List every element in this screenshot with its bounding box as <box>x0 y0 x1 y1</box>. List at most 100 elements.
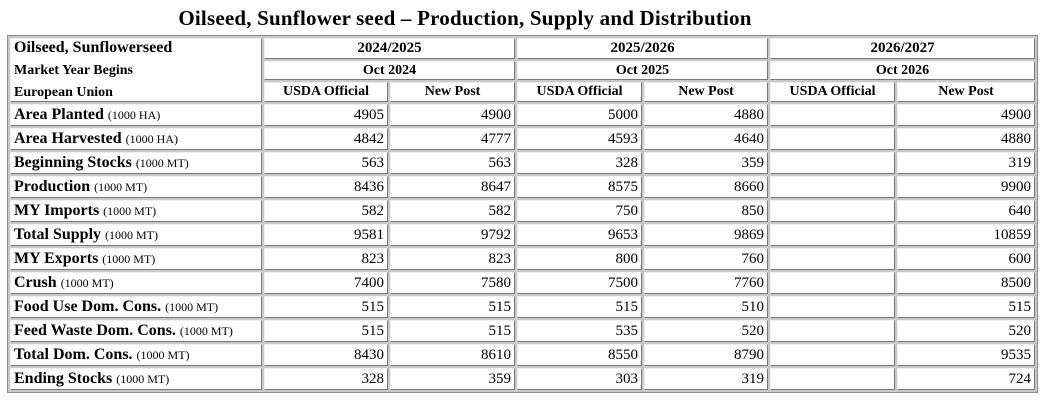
row-label-cell: Ending Stocks (1000 MT) <box>10 368 262 390</box>
row-label-cell: Food Use Dom. Cons. (1000 MT) <box>10 296 262 318</box>
value-cell: 4905 <box>264 104 388 126</box>
value-cell: 7500 <box>517 272 643 294</box>
usda-official-header: USDA Official <box>264 82 388 102</box>
value-cell: 4640 <box>644 128 769 150</box>
row-unit: (1000 MT) <box>105 228 159 242</box>
row-label-cell: Beginning Stocks (1000 MT) <box>10 152 262 174</box>
value-cell <box>770 200 896 222</box>
value-cell: 563 <box>390 152 516 174</box>
value-cell: 582 <box>390 200 516 222</box>
table-row: Ending Stocks (1000 MT) 328 359 303 319 … <box>10 368 1036 390</box>
row-label: MY Exports <box>14 250 99 267</box>
row-label: Area Harvested <box>14 130 122 147</box>
value-cell: 510 <box>644 296 769 318</box>
usda-official-header: USDA Official <box>770 82 896 102</box>
value-cell: 8550 <box>517 344 643 366</box>
row-unit: (1000 MT) <box>103 204 157 218</box>
value-cell: 4777 <box>390 128 516 150</box>
value-cell: 359 <box>644 152 769 174</box>
row-label-cell: Area Planted (1000 HA) <box>10 104 262 126</box>
row-unit: (1000 MT) <box>165 300 219 314</box>
value-cell: 515 <box>390 320 516 342</box>
value-cell: 8430 <box>264 344 388 366</box>
row-label: MY Imports <box>14 202 100 219</box>
row-label: Ending Stocks <box>14 370 113 387</box>
value-cell: 328 <box>264 368 388 390</box>
table-row: Crush (1000 MT) 7400 7580 7500 7760 8500 <box>10 272 1036 294</box>
value-cell: 4880 <box>897 128 1036 150</box>
row-label-cell: Feed Waste Dom. Cons. (1000 MT) <box>10 320 262 342</box>
value-cell: 4900 <box>390 104 516 126</box>
value-cell <box>770 272 896 294</box>
value-cell: 800 <box>517 248 643 270</box>
value-cell: 7580 <box>390 272 516 294</box>
year-header-2025-2026: 2025/2026 <box>517 38 769 59</box>
row-unit: (1000 MT) <box>94 180 148 194</box>
value-cell: 10859 <box>897 224 1036 246</box>
usda-official-header: USDA Official <box>517 82 643 102</box>
table-row: MY Exports (1000 MT) 823 823 800 760 600 <box>10 248 1036 270</box>
value-cell: 359 <box>390 368 516 390</box>
value-cell: 4842 <box>264 128 388 150</box>
value-cell: 328 <box>517 152 643 174</box>
value-cell: 520 <box>897 320 1036 342</box>
table-row: Food Use Dom. Cons. (1000 MT) 515 515 51… <box>10 296 1036 318</box>
value-cell: 515 <box>264 296 388 318</box>
psd-table: Oilseed, Sunflowerseed Market Year Begin… <box>7 35 1039 393</box>
year-header-2024-2025: 2024/2025 <box>264 38 516 59</box>
value-cell: 8610 <box>390 344 516 366</box>
header-row-years: Oilseed, Sunflowerseed Market Year Begin… <box>10 38 1036 102</box>
value-cell <box>770 176 896 198</box>
table-row: Area Planted (1000 HA) 4905 4900 5000 48… <box>10 104 1036 126</box>
row-label-cell: Production (1000 MT) <box>10 176 262 198</box>
value-cell: 8500 <box>897 272 1036 294</box>
row-label: Total Supply <box>14 226 102 243</box>
commodity-label: Oilseed, Sunflowerseed <box>14 39 173 56</box>
row-label: Feed Waste Dom. Cons. <box>14 322 176 339</box>
value-cell: 535 <box>517 320 643 342</box>
year-header-2026-2027: 2026/2027 <box>770 38 1036 59</box>
value-cell: 750 <box>517 200 643 222</box>
value-cell <box>770 296 896 318</box>
value-cell: 515 <box>264 320 388 342</box>
table-row: MY Imports (1000 MT) 582 582 750 850 640 <box>10 200 1036 222</box>
value-cell: 640 <box>897 200 1036 222</box>
value-cell <box>770 128 896 150</box>
value-cell: 9581 <box>264 224 388 246</box>
begins-header-oct-2024: Oct 2024 <box>264 61 516 80</box>
value-cell: 600 <box>897 248 1036 270</box>
title-container: Oilseed, Sunflower seed – Production, Su… <box>0 6 930 30</box>
value-cell: 8647 <box>390 176 516 198</box>
row-unit: (1000 MT) <box>179 324 233 338</box>
value-cell <box>770 152 896 174</box>
value-cell <box>770 344 896 366</box>
row-unit: (1000 MT) <box>135 156 189 170</box>
row-label-cell: Area Harvested (1000 HA) <box>10 128 262 150</box>
row-label-cell: Total Dom. Cons. (1000 MT) <box>10 344 262 366</box>
value-cell: 8436 <box>264 176 388 198</box>
row-label: Production <box>14 178 91 195</box>
row-unit: (1000 MT) <box>116 372 170 386</box>
country-label: European Union <box>14 85 113 100</box>
begins-header-oct-2026: Oct 2026 <box>770 61 1036 80</box>
page-title: Oilseed, Sunflower seed – Production, Su… <box>178 6 752 30</box>
corner-cell: Oilseed, Sunflowerseed Market Year Begin… <box>10 38 262 102</box>
value-cell: 303 <box>517 368 643 390</box>
value-cell: 7400 <box>264 272 388 294</box>
new-post-header: New Post <box>897 82 1036 102</box>
table-row: Area Harvested (1000 HA) 4842 4777 4593 … <box>10 128 1036 150</box>
value-cell: 9869 <box>644 224 769 246</box>
header-row-sources: USDA Official New Post USDA Official New… <box>10 82 1036 102</box>
row-label-cell: MY Exports (1000 MT) <box>10 248 262 270</box>
value-cell: 823 <box>390 248 516 270</box>
value-cell: 319 <box>644 368 769 390</box>
market-year-begins-label: Market Year Begins <box>14 63 133 78</box>
value-cell: 8790 <box>644 344 769 366</box>
value-cell: 9535 <box>897 344 1036 366</box>
value-cell <box>770 104 896 126</box>
value-cell: 724 <box>897 368 1036 390</box>
value-cell: 760 <box>644 248 769 270</box>
value-cell: 9653 <box>517 224 643 246</box>
value-cell: 319 <box>897 152 1036 174</box>
table-row: Total Dom. Cons. (1000 MT) 8430 8610 855… <box>10 344 1036 366</box>
